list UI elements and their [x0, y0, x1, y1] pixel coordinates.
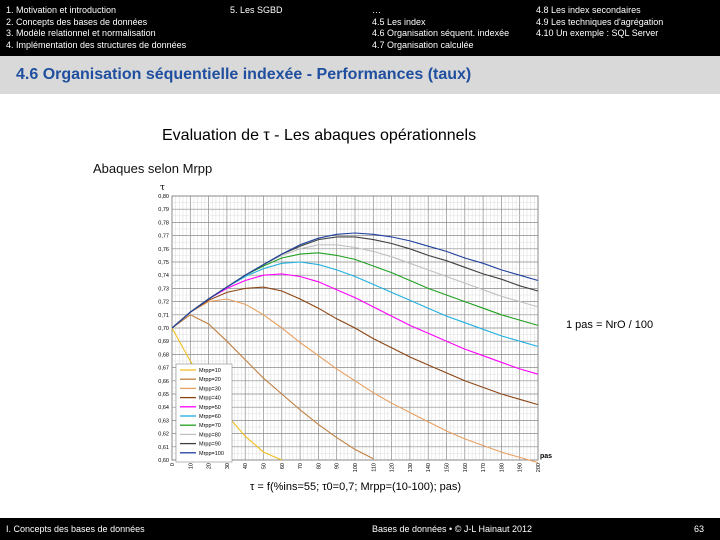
- y-tick-label: 0,73: [158, 286, 169, 292]
- y-tick-label: 0,72: [158, 300, 169, 306]
- footer-bar: I. Concepts des bases de données Bases d…: [0, 518, 720, 540]
- x-tick-label: 40: [243, 463, 249, 469]
- legend-entry: Mrpp=60: [199, 414, 221, 420]
- legend-entry: Mrpp=50: [199, 405, 221, 411]
- x-tick-label: 70: [298, 463, 304, 469]
- x-tick-label: 120: [390, 463, 396, 472]
- x-tick-label: 140: [426, 463, 432, 472]
- x-tick-label: 150: [445, 463, 451, 472]
- y-tick-label: 0,69: [158, 339, 169, 345]
- y-tick-label: 0,75: [158, 260, 169, 266]
- x-tick-label: 90: [335, 463, 341, 469]
- formula-caption: τ = f(%ins=55; τ0=0,7; Mrpp=(10-100); pa…: [250, 481, 462, 493]
- y-tick-label: 0,71: [158, 313, 169, 319]
- title-bar: [0, 56, 720, 94]
- x-tick-label: 50: [262, 463, 268, 469]
- y-tick-label: 0,70: [158, 326, 169, 332]
- y-tick-label: 0,76: [158, 247, 169, 253]
- x-tick-label: 20: [207, 463, 213, 469]
- y-tick-label: 0,68: [158, 352, 169, 358]
- legend-entry: Mrpp=90: [199, 442, 221, 448]
- x-axis-label: pas: [540, 453, 552, 460]
- x-tick-label: 170: [481, 463, 487, 472]
- nav-item[interactable]: 4.6 Organisation séquent. indexée: [372, 28, 510, 38]
- legend-entry: Mrpp=100: [199, 451, 224, 457]
- abaques-label: Abaques selon Mrpp: [93, 161, 213, 176]
- legend-entry: Mrpp=40: [199, 396, 221, 402]
- nav-item[interactable]: 4.9 Les techniques d'agrégation: [536, 16, 664, 27]
- y-tick-label: 0,65: [158, 392, 169, 398]
- nav-column-sections-b: 4.8 Les index secondaires 4.9 Les techni…: [536, 5, 663, 40]
- nav-item[interactable]: 4.7 Organisation calculée: [372, 39, 474, 50]
- nav-column-sgbd: 5. Les SGBD: [230, 5, 283, 17]
- nav-item[interactable]: 3. Modèle relationnel et normalisation: [6, 28, 156, 38]
- top-navigation-bar: 1. Motivation et introduction 2. Concept…: [0, 0, 720, 56]
- x-tick-label: 30: [225, 463, 231, 469]
- footer-copyright: Bases de données • © J-L Hainaut 2012: [372, 524, 533, 534]
- pas-note: 1 pas = NrO / 100: [566, 319, 654, 331]
- series-line: [171, 298, 539, 464]
- legend-entry: Mrpp=10: [199, 368, 221, 374]
- y-axis-label: τ: [160, 183, 165, 193]
- x-tick-label: 80: [316, 463, 322, 469]
- y-tick-label: 0,79: [158, 207, 169, 213]
- legend-entry: Mrpp=30: [199, 386, 221, 392]
- x-tick-label: 60: [280, 463, 286, 469]
- nav-item[interactable]: 1. Motivation et introduction: [6, 5, 117, 15]
- y-tick-label: 0,80: [158, 194, 169, 200]
- x-tick-label: 160: [463, 463, 469, 472]
- x-tick-label: 100: [353, 463, 359, 472]
- x-tick-label: 180: [499, 463, 505, 472]
- x-tick-label: 200: [536, 463, 542, 472]
- y-tick-label: 0,60: [158, 458, 169, 464]
- nav-item[interactable]: …: [372, 5, 381, 15]
- slide-subtitle: Evaluation de τ - Les abaques opérationn…: [162, 127, 477, 144]
- y-tick-label: 0,66: [158, 379, 169, 385]
- nav-item[interactable]: 5. Les SGBD: [230, 5, 283, 15]
- nav-item[interactable]: 4.5 Les index: [372, 16, 426, 27]
- nav-item[interactable]: 4.8 Les index secondaires: [536, 5, 641, 15]
- series-line: [171, 273, 539, 375]
- x-tick-label: 10: [188, 463, 194, 469]
- x-tick-label: 110: [371, 463, 377, 472]
- nav-column-chapters: 1. Motivation et introduction 2. Concept…: [6, 5, 186, 51]
- abaques-chart: 0,60 0,61 0,62 0,63 0,64 0,65 0,66 0,67 0,68 0,69…: [158, 183, 552, 472]
- series-line: [171, 314, 374, 460]
- legend-entry: Mrpp=70: [199, 423, 221, 429]
- page-title: 4.6 Organisation séquentielle indexée - …: [16, 66, 472, 83]
- series-line: [171, 232, 539, 329]
- legend-entry: Mrpp=80: [199, 432, 221, 438]
- x-tick-label: 190: [518, 463, 524, 472]
- page-number: 63: [694, 524, 705, 534]
- legend-box: [175, 363, 233, 463]
- nav-item[interactable]: 4. Implémentation des structures de donn…: [6, 39, 187, 50]
- y-tick-label: 0,77: [158, 234, 169, 240]
- nav-column-sections-a: … 4.5 Les index 4.6 Organisation séquent…: [372, 5, 509, 51]
- nav-item[interactable]: 4.10 Un exemple : SQL Server: [536, 28, 659, 38]
- y-tick-label: 0,64: [158, 405, 169, 411]
- x-tick-label: 130: [408, 463, 414, 472]
- chart-legend: Mrpp=10 Mrpp=20 Mrpp=30 Mrpp=40 Mrpp=50 Mrpp=…: [175, 363, 233, 463]
- chart-axes: 0,60 0,61 0,62 0,63 0,64 0,65 0,66 0,67 0,68 0,69…: [158, 183, 552, 472]
- y-tick-label: 0,62: [158, 432, 169, 438]
- y-tick-label: 0,78: [158, 220, 169, 226]
- x-tick-label: 0: [170, 463, 176, 466]
- legend-entry: Mrpp=20: [199, 377, 221, 383]
- nav-item[interactable]: 2. Concepts des bases de données: [6, 16, 148, 27]
- series-line: [171, 286, 539, 406]
- y-tick-label: 0,67: [158, 366, 169, 372]
- y-tick-label: 0,63: [158, 418, 169, 424]
- y-tick-label: 0,74: [158, 273, 169, 279]
- y-tick-label: 0,61: [158, 445, 169, 451]
- footer-section: I. Concepts des bases de données: [6, 524, 145, 534]
